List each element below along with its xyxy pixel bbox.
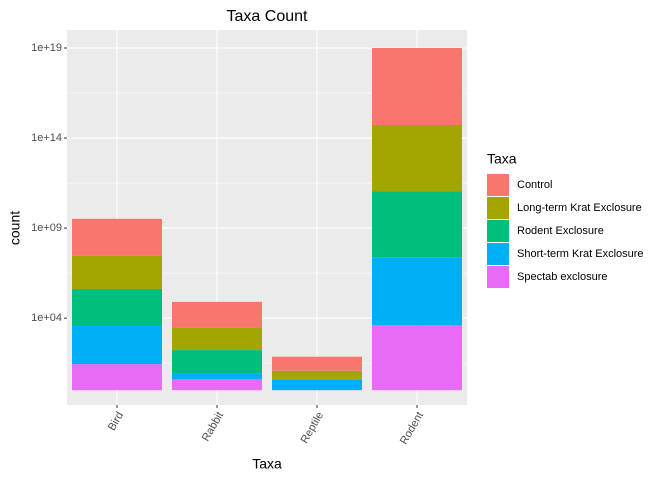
x-tick-label: Bird (106, 410, 126, 433)
y-axis-title: count (7, 211, 23, 245)
legend-key (487, 266, 509, 288)
bar-segment (372, 125, 462, 192)
bar-segment (372, 325, 462, 391)
y-tick-label: 1e+09 (31, 222, 62, 234)
legend-label: Rodent Exclosure (517, 225, 604, 237)
bar-segment (72, 326, 162, 365)
bars (72, 47, 462, 391)
bar-segment (372, 257, 462, 326)
x-tick-label: Rodent (398, 410, 426, 447)
legend-key (487, 174, 509, 196)
bar-segment (272, 379, 362, 391)
x-axis-title: Taxa (252, 456, 282, 472)
y-tick-label: 1e+19 (31, 42, 62, 54)
bar-segment (372, 191, 462, 258)
legend-label: Short-term Krat Exclosure (517, 248, 644, 260)
x-tick-label: Reptile (299, 410, 327, 446)
bar-segment (172, 327, 262, 351)
bar-segment (72, 364, 162, 391)
bar-segment (172, 373, 262, 380)
bar-segment (172, 379, 262, 391)
bar-segment (72, 218, 162, 256)
bar-segment (372, 47, 462, 126)
x-tick-label: Rabbit (200, 410, 226, 444)
legend-key (487, 220, 509, 242)
legend-key (487, 197, 509, 219)
bar-segment (272, 370, 362, 380)
chart-title: Taxa Count (227, 8, 308, 25)
legend-label: Spectab exclosure (517, 271, 608, 283)
bar-segment (72, 255, 162, 289)
bar-segment (172, 350, 262, 374)
bar-segment (72, 288, 162, 327)
legend-label: Long-term Krat Exclosure (517, 202, 642, 214)
legend-key (487, 243, 509, 265)
y-tick-label: 1e+14 (31, 132, 62, 144)
bar-segment (172, 301, 262, 328)
bar-segment (272, 356, 362, 371)
y-tick-label: 1e+04 (31, 312, 62, 324)
legend: Control Long-term Krat Exclosure Rodent Ex… (487, 174, 644, 288)
legend-label: Control (517, 179, 552, 191)
legend-title: Taxa (487, 151, 517, 167)
